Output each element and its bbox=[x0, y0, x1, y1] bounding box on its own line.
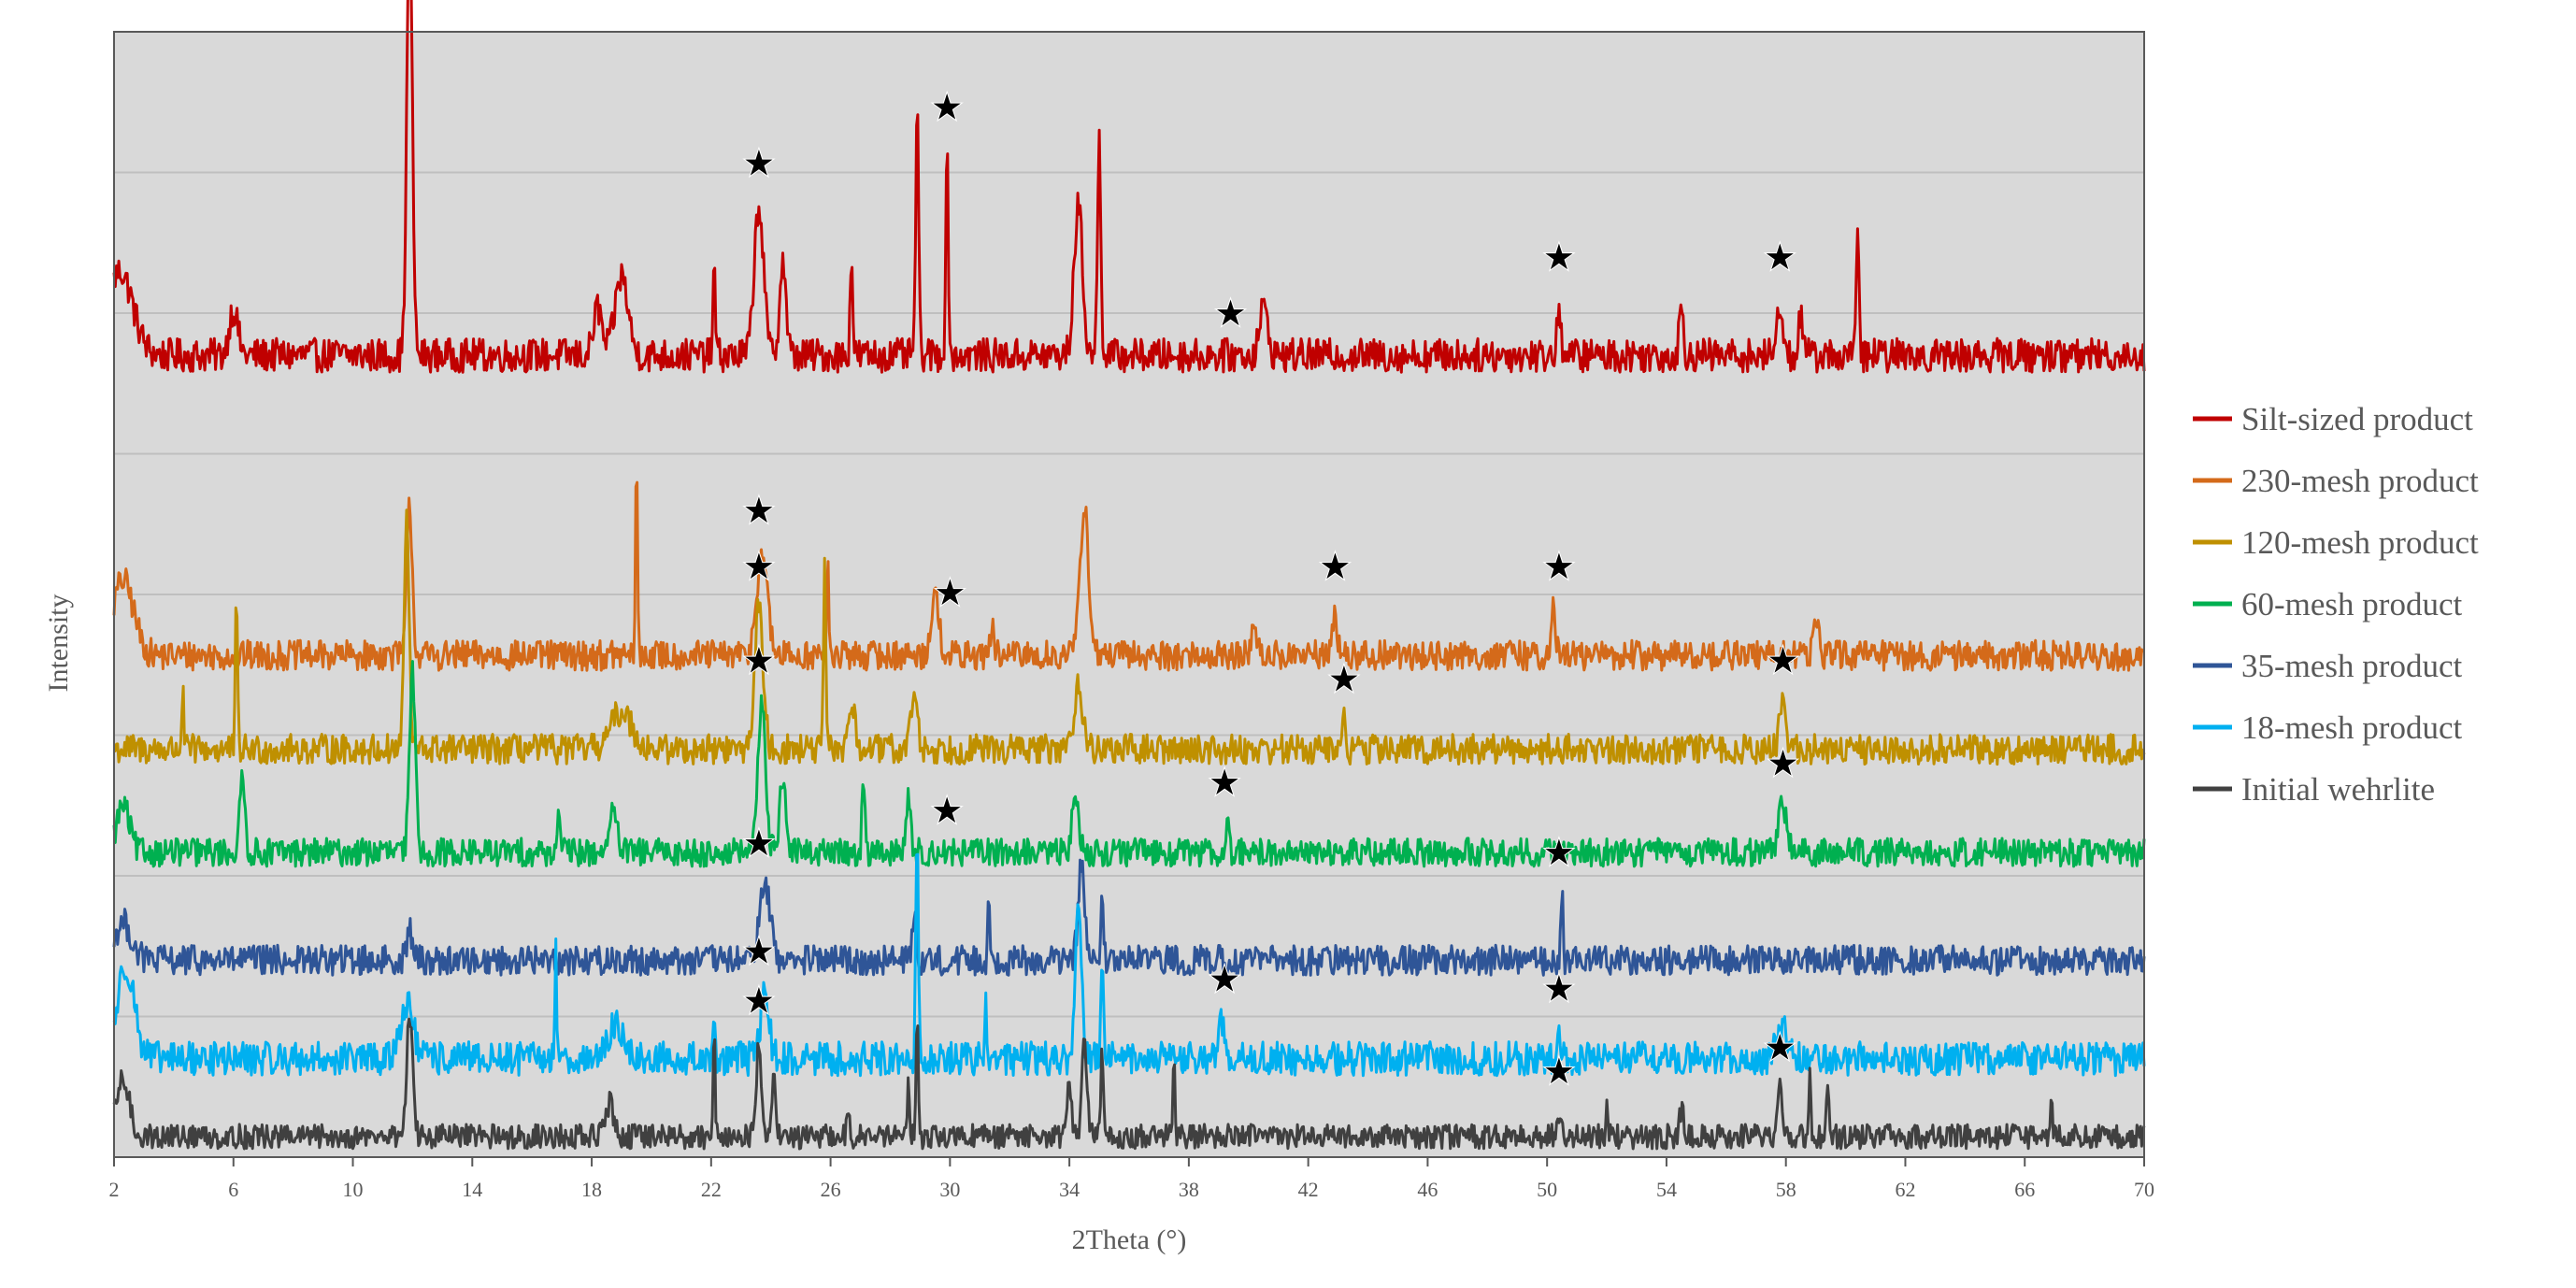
legend: Silt-sized product 230-mesh product 120-me… bbox=[2193, 401, 2479, 808]
x-tick-label: 14 bbox=[462, 1178, 482, 1201]
star-marker: ★ bbox=[1764, 1027, 1796, 1068]
star-marker: ★ bbox=[743, 490, 775, 531]
star-marker: ★ bbox=[743, 143, 775, 184]
x-tick-label: 50 bbox=[1537, 1178, 1557, 1201]
series-line-0 bbox=[112, 0, 2146, 374]
star-marker: ★ bbox=[931, 790, 963, 831]
legend-label: 18-mesh product bbox=[2241, 709, 2462, 746]
gridlines bbox=[114, 171, 2144, 1018]
x-tick-label: 54 bbox=[1656, 1178, 1677, 1201]
star-markers: ★ ★ ★ ★ ★ ★ ★ ★ ★ ★ ★ ★ ★ ★ ★ ★ ★ ★ ★ ★ ★ ★ ★ ★ bbox=[742, 85, 1800, 1092]
star-marker: ★ bbox=[743, 546, 775, 587]
series-layer bbox=[112, 0, 2146, 1151]
x-tick-label: 42 bbox=[1298, 1178, 1319, 1201]
x-tick-label: 30 bbox=[939, 1178, 960, 1201]
star-marker: ★ bbox=[743, 980, 775, 1022]
x-tick-label: 70 bbox=[2134, 1178, 2154, 1201]
series-line-6 bbox=[112, 1017, 2146, 1151]
star-marker: ★ bbox=[1764, 236, 1796, 278]
star-marker: ★ bbox=[743, 823, 775, 864]
star-marker: ★ bbox=[1209, 958, 1240, 999]
star-marker: ★ bbox=[743, 639, 775, 680]
legend-label: Silt-sized product bbox=[2241, 401, 2473, 437]
x-tick-label: 6 bbox=[228, 1178, 238, 1201]
star-marker: ★ bbox=[1543, 832, 1575, 873]
x-tick-label: 62 bbox=[1895, 1178, 1915, 1201]
star-marker: ★ bbox=[1767, 639, 1798, 680]
x-tick-label: 26 bbox=[821, 1178, 841, 1201]
x-tick-label: 46 bbox=[1417, 1178, 1438, 1201]
x-axis-title: 2Theta (°) bbox=[1072, 1224, 1187, 1255]
series-line-5 bbox=[112, 852, 2146, 1078]
legend-label: 35-mesh product bbox=[2241, 648, 2462, 684]
x-tick-label: 18 bbox=[581, 1178, 602, 1201]
x-axis-ticks: 2 6 10 14 18 22 26 30 34 38 42 46 50 54 58 62 66 70 bbox=[109, 1157, 2154, 1201]
star-marker: ★ bbox=[1543, 546, 1575, 587]
star-marker: ★ bbox=[1328, 658, 1360, 699]
series-line-1 bbox=[112, 480, 2145, 672]
legend-label: 120-mesh product bbox=[2241, 524, 2479, 561]
star-marker: ★ bbox=[743, 930, 775, 971]
series-line-3 bbox=[112, 660, 2146, 868]
star-marker: ★ bbox=[1215, 293, 1247, 334]
star-marker: ★ bbox=[934, 572, 966, 613]
star-marker: ★ bbox=[1543, 1051, 1575, 1092]
series-line-2 bbox=[113, 508, 2146, 766]
x-tick-label: 10 bbox=[343, 1178, 364, 1201]
star-marker: ★ bbox=[1319, 546, 1351, 587]
star-marker: ★ bbox=[931, 86, 963, 127]
x-tick-label: 22 bbox=[701, 1178, 722, 1201]
x-tick-label: 58 bbox=[1776, 1178, 1796, 1201]
star-marker: ★ bbox=[1543, 236, 1575, 278]
star-marker: ★ bbox=[1543, 967, 1575, 1009]
star-marker: ★ bbox=[1767, 743, 1798, 784]
x-tick-label: 38 bbox=[1179, 1178, 1199, 1201]
x-tick-label: 66 bbox=[2014, 1178, 2035, 1201]
x-tick-label: 2 bbox=[109, 1178, 120, 1201]
x-tick-label: 34 bbox=[1059, 1178, 1080, 1201]
legend-label: 60-mesh product bbox=[2241, 586, 2462, 623]
y-axis-title: Intensity bbox=[43, 594, 74, 693]
legend-label: 230-mesh product bbox=[2241, 463, 2479, 499]
star-marker: ★ bbox=[1209, 762, 1240, 803]
series-line-4 bbox=[112, 858, 2146, 977]
legend-label: Initial wehrlite bbox=[2241, 771, 2435, 808]
